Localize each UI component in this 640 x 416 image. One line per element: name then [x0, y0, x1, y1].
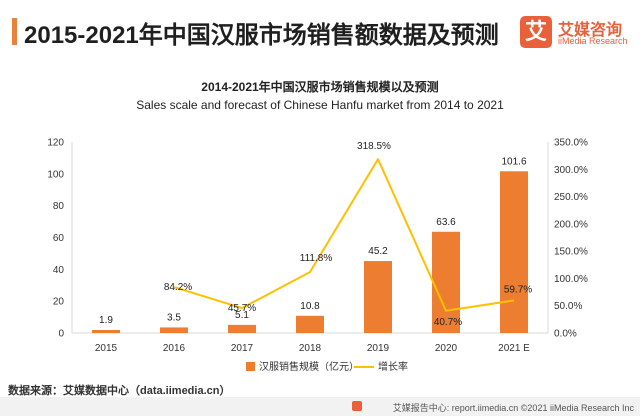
legend-label-growth: 增长率 — [378, 360, 408, 373]
growth-rate-label: 318.5% — [357, 141, 391, 152]
bar-value-label: 10.8 — [300, 301, 320, 312]
y-right-tick-label: 300.0% — [554, 165, 588, 176]
logo-mark-icon: 艾 — [520, 16, 552, 48]
bar-value-label: 101.6 — [501, 156, 526, 167]
growth-rate-label: 84.2% — [164, 282, 192, 293]
sales-bar — [364, 261, 392, 333]
y-right-tick-label: 350.0% — [554, 138, 588, 149]
x-tick-label: 2016 — [163, 343, 186, 354]
sales-bar — [160, 327, 188, 333]
legend-label-sales: 汉服销售规模（亿元） — [259, 360, 359, 373]
growth-rate-label: 45.7% — [228, 303, 256, 314]
growth-rate-line — [173, 158, 515, 312]
y-right-tick-label: 100.0% — [554, 274, 588, 285]
x-tick-label: 2020 — [435, 343, 458, 354]
y-left-tick-label: 40 — [53, 265, 65, 276]
sales-bar — [92, 329, 120, 333]
x-tick-label: 2017 — [231, 343, 254, 354]
logo-name-cn: 艾媒咨询 — [558, 22, 623, 39]
growth-rate-label: 40.7% — [434, 317, 462, 328]
y-left-tick-label: 20 — [53, 297, 65, 308]
bar-value-label: 3.5 — [167, 312, 181, 323]
data-source: 数据来源：艾媒数据中心（data.iimedia.cn） — [8, 385, 231, 397]
iimedia-logo: 艾 艾媒咨询 iiMedia Research — [520, 16, 632, 52]
y-left-tick-label: 0 — [58, 329, 64, 340]
bar-value-label: 5.1 — [235, 310, 249, 321]
y-left-tick-label: 60 — [53, 233, 65, 244]
bar-value-label: 1.9 — [99, 315, 113, 326]
footer-bar: 艾媒报告中心: report.iimedia.cn ©2021 iiMedia … — [0, 397, 640, 416]
sales-bar — [228, 324, 256, 333]
y-right-tick-label: 50.0% — [554, 301, 582, 312]
y-right-tick-label: 0.0% — [554, 329, 577, 340]
logo-name-en: iiMedia Research — [558, 36, 628, 46]
x-tick-label: 2018 — [299, 343, 322, 354]
legend-swatch-sales — [246, 362, 255, 371]
x-tick-label: 2015 — [95, 343, 118, 354]
bar-value-label: 45.2 — [368, 246, 388, 257]
growth-rate-label: 59.7% — [504, 284, 532, 295]
title-accent-bar — [12, 18, 17, 45]
growth-rate-label: 111.8% — [300, 253, 333, 264]
footer-copyright: 艾媒报告中心: report.iimedia.cn ©2021 iiMedia … — [392, 403, 634, 413]
y-right-tick-label: 250.0% — [554, 192, 588, 203]
page-title: 2015-2021年中国汉服市场销售额数据及预测 — [24, 22, 499, 49]
x-tick-label: 2021 E — [498, 343, 530, 354]
x-tick-label: 2019 — [367, 343, 390, 354]
sales-bar — [432, 231, 460, 333]
y-left-tick-label: 100 — [47, 169, 64, 180]
chart-title: 2014-2021年中国汉服市场销售规模以及预测 — [201, 80, 439, 94]
bar-value-label: 63.6 — [436, 217, 456, 228]
y-left-tick-label: 120 — [47, 138, 64, 149]
y-left-tick-label: 80 — [53, 201, 65, 212]
y-right-tick-label: 150.0% — [554, 247, 588, 258]
chart-subtitle: Sales scale and forecast of Chinese Hanf… — [136, 98, 504, 112]
sales-bar — [296, 315, 324, 333]
y-right-tick-label: 200.0% — [554, 219, 588, 230]
sales-bar — [500, 171, 528, 333]
footer-logo-icon — [352, 401, 362, 411]
